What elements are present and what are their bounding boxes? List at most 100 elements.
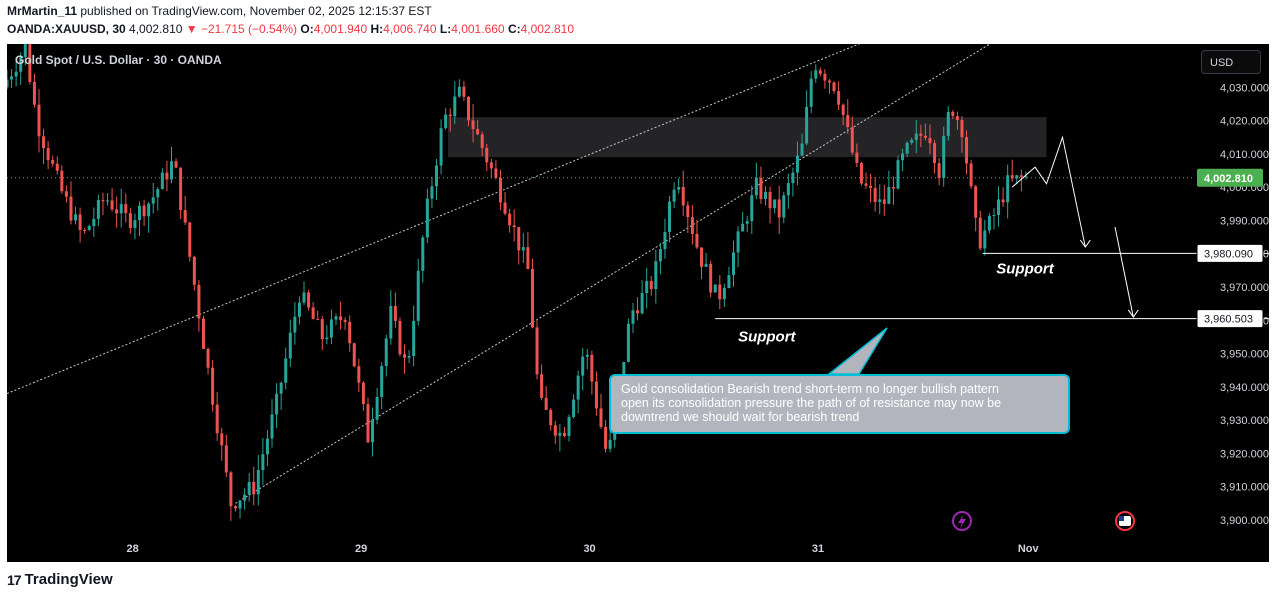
- support-price-tag-2: [1196, 309, 1264, 329]
- x-tick-label: Nov: [1018, 543, 1040, 555]
- candle-body: [343, 319, 347, 322]
- candle-body: [169, 161, 173, 180]
- candle-body: [320, 319, 324, 340]
- candle-body: [197, 284, 201, 319]
- candle-body: [585, 354, 589, 357]
- candle-body: [841, 104, 845, 116]
- candle-body: [594, 381, 598, 409]
- candle-body: [923, 135, 927, 138]
- candle-body: [846, 115, 850, 128]
- candle-body: [188, 222, 192, 257]
- candle-body: [480, 134, 484, 148]
- candle-body: [270, 414, 274, 439]
- candle-body: [750, 195, 754, 222]
- y-tick-label: 3,990.000: [1220, 215, 1269, 227]
- candle-body: [1024, 176, 1028, 178]
- candle-body: [640, 292, 644, 314]
- candle-body: [14, 71, 18, 77]
- candle-body: [686, 205, 690, 218]
- candle-body: [544, 397, 548, 410]
- candle-body: [759, 177, 763, 199]
- candle-body: [745, 221, 749, 224]
- x-tick-label: 29: [355, 543, 367, 555]
- candle-body: [850, 127, 854, 153]
- candle-body: [910, 139, 914, 143]
- candle-body: [124, 204, 128, 214]
- candle-body: [549, 409, 553, 426]
- candle-body: [1006, 175, 1010, 203]
- candle-body: [1015, 175, 1019, 179]
- close-value: 4,002.810: [520, 22, 574, 36]
- candle-body: [741, 223, 745, 232]
- analysis-note[interactable]: Gold consolidation Bearish trend short-t…: [609, 374, 1070, 434]
- candle-body: [42, 136, 46, 149]
- candle-body: [572, 399, 576, 417]
- candle-body: [791, 172, 795, 184]
- candle-body: [60, 170, 64, 192]
- y-tick-label: 3,900.000: [1220, 515, 1269, 527]
- candle-body: [339, 316, 343, 320]
- candle-body: [329, 319, 333, 338]
- candle-body: [608, 439, 612, 449]
- price-chart[interactable]: Support Support 3,900.000 3,910.000 3,920.00…: [7, 44, 1269, 562]
- high-value: 4,006.740: [383, 22, 437, 36]
- publish-header: MrMartin_11 published on TradingView.com…: [7, 4, 432, 18]
- candle-body: [64, 191, 68, 197]
- candle-body: [311, 307, 315, 320]
- candle-body: [229, 472, 233, 507]
- candle-body: [220, 433, 224, 446]
- candle-body: [275, 393, 279, 415]
- candle-body: [526, 247, 530, 269]
- resistance-zone: [447, 117, 1047, 158]
- author-name[interactable]: MrMartin_11: [7, 4, 78, 18]
- y-tick-label: 4,030.000: [1220, 82, 1269, 94]
- candle-body: [718, 284, 722, 300]
- candle-body: [1001, 199, 1005, 203]
- candle-body: [348, 321, 352, 344]
- candle-body: [174, 161, 178, 168]
- candle-body: [809, 78, 813, 107]
- candle-body: [352, 343, 356, 367]
- candle-body: [832, 82, 836, 92]
- candle-body: [83, 230, 87, 232]
- candle-body: [371, 419, 375, 443]
- candle-body: [403, 354, 407, 358]
- candle-body: [297, 302, 301, 317]
- candle-body: [992, 215, 996, 217]
- candle-body: [896, 160, 900, 189]
- candle-body: [978, 217, 982, 249]
- candle-body: [1019, 175, 1023, 178]
- candle-body: [361, 382, 365, 405]
- candle-body: [179, 167, 183, 211]
- candle-body: [55, 163, 59, 171]
- support-price-tag-label-2: 3,960.503: [1204, 314, 1253, 326]
- candle-body: [736, 231, 740, 253]
- candle-body: [92, 218, 96, 227]
- candle-body: [590, 354, 594, 382]
- candle-body: [466, 96, 470, 121]
- tradingview-logo[interactable]: 17 TradingView: [7, 571, 113, 588]
- candle-body: [453, 96, 457, 117]
- y-tick-label: 3,930.000: [1220, 415, 1269, 427]
- candle-body: [192, 256, 196, 285]
- candle-body: [224, 445, 228, 473]
- candle-body: [782, 195, 786, 218]
- candle-body: [407, 355, 411, 358]
- candle-body: [96, 200, 100, 219]
- y-tick-label: 3,940.000: [1220, 382, 1269, 394]
- y-tick-label: 3,910.000: [1220, 482, 1269, 494]
- candle-body: [604, 426, 608, 449]
- chart-panel[interactable]: Support Support 3,900.000 3,910.000 3,920.00…: [7, 44, 1269, 562]
- candle-body: [530, 268, 534, 328]
- candle-body: [279, 382, 283, 394]
- candle-body: [74, 214, 78, 221]
- candle-body: [946, 111, 950, 136]
- candle-body: [183, 210, 187, 223]
- support-price-tag-label-1: 3,980.090: [1204, 248, 1253, 260]
- candle-body: [942, 135, 946, 179]
- candle-body: [421, 237, 425, 271]
- candle-body: [101, 200, 105, 202]
- candle-body: [32, 81, 36, 105]
- currency-button[interactable]: USD: [1201, 50, 1261, 74]
- candle-body: [672, 189, 676, 202]
